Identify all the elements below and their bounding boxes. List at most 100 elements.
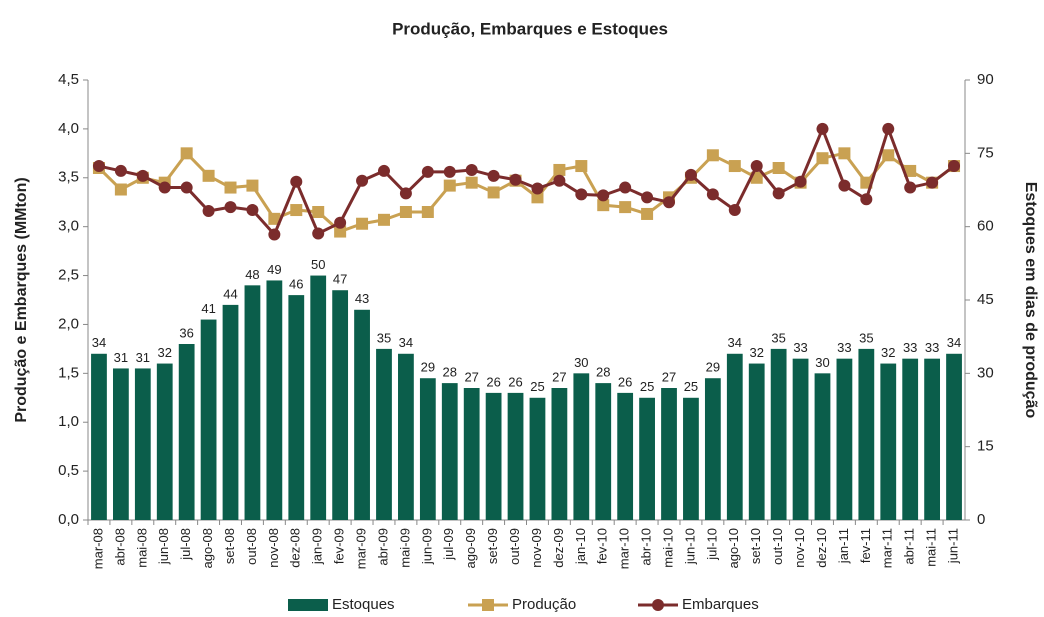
bar: [507, 392, 524, 520]
marker: [772, 187, 785, 200]
x-tick-label: jan-10: [573, 528, 588, 565]
x-tick-label: fev-11: [858, 528, 873, 563]
bar: [792, 358, 809, 520]
marker: [180, 181, 193, 194]
bar: [419, 378, 436, 520]
x-tick-label: mar-10: [617, 528, 632, 569]
y2-tick-label: 90: [977, 71, 994, 88]
y-tick-label: 3,5: [58, 169, 79, 186]
bar-value-label: 35: [771, 330, 785, 345]
bar-value-label: 25: [684, 379, 698, 394]
x-tick-label: ago-09: [463, 528, 478, 568]
marker: [202, 205, 215, 218]
x-tick-label: jun-09: [419, 528, 434, 565]
marker: [465, 176, 478, 189]
bar: [222, 304, 239, 520]
y-tick-label: 3,0: [58, 218, 79, 235]
y2-tick-label: 45: [977, 291, 994, 308]
x-tick-label: jun-11: [945, 528, 960, 564]
bar-value-label: 27: [662, 369, 676, 384]
x-tick-label: set-10: [748, 528, 763, 564]
marker: [509, 173, 522, 186]
bar: [288, 295, 305, 520]
marker: [904, 181, 917, 194]
y-axis-title: Produção e Embarques (MMton): [13, 177, 30, 422]
bar-value-label: 25: [640, 379, 654, 394]
bar-value-label: 32: [749, 345, 763, 360]
bar: [902, 358, 919, 520]
bar-value-label: 41: [201, 301, 215, 316]
y-tick-label: 0,0: [58, 511, 79, 528]
marker: [597, 189, 610, 202]
marker: [290, 175, 303, 188]
x-tick-label: dez-09: [551, 528, 566, 568]
x-tick-label: abr-08: [112, 528, 127, 566]
bar: [704, 378, 721, 520]
x-tick-label: mar-11: [880, 528, 895, 568]
chart-title: Produção, Embarques e Estoques: [392, 19, 668, 38]
bar: [661, 388, 677, 520]
bar-value-label: 25: [530, 379, 544, 394]
marker: [882, 149, 895, 162]
x-tick-label: nov-10: [792, 528, 807, 568]
marker: [136, 169, 149, 182]
marker: [882, 122, 895, 135]
x-tick-label: abr-11: [902, 528, 917, 565]
y2-tick-label: 30: [977, 364, 994, 381]
marker: [816, 152, 829, 165]
marker: [575, 188, 588, 201]
marker: [421, 165, 434, 178]
bar-value-label: 27: [464, 369, 478, 384]
marker: [750, 160, 763, 173]
bar: [946, 353, 962, 520]
bar: [573, 373, 590, 520]
marker: [334, 225, 347, 238]
bar: [814, 373, 831, 520]
bar-value-label: 33: [837, 340, 851, 355]
marker: [224, 201, 237, 214]
y2-tick-label: 60: [977, 218, 994, 235]
bar: [310, 275, 327, 520]
bar: [156, 363, 173, 520]
bar: [178, 344, 195, 520]
legend-label: Produção: [512, 596, 576, 613]
marker: [597, 199, 610, 212]
legend-marker: [482, 599, 494, 611]
marker: [948, 160, 961, 173]
bar: [726, 353, 743, 520]
marker: [312, 206, 325, 218]
marker: [180, 147, 193, 160]
marker: [619, 181, 632, 194]
marker: [268, 212, 281, 225]
bar-value-label: 34: [399, 335, 413, 350]
x-tick-label: mar-09: [354, 528, 369, 569]
bar-value-label: 29: [706, 360, 720, 375]
marker: [794, 175, 807, 188]
y-tick-label: 1,0: [58, 413, 79, 430]
x-tick-label: ago-10: [726, 528, 741, 568]
bar: [880, 363, 897, 520]
x-tick-label: mar-08: [90, 528, 105, 569]
y2-axis-title: Estoques em dias de produção: [1022, 182, 1039, 419]
line: [97, 151, 955, 234]
bar: [354, 309, 370, 520]
bar-value-label: 47: [333, 272, 347, 287]
bar-value-label: 30: [574, 355, 588, 370]
bar: [134, 368, 151, 520]
bar-value-label: 32: [158, 345, 172, 360]
x-tick-label: jun-08: [156, 528, 171, 565]
marker: [728, 160, 741, 173]
x-tick-label: out-09: [507, 528, 522, 565]
x-tick-label: dez-08: [288, 528, 303, 568]
marker: [772, 162, 785, 174]
bar: [858, 348, 875, 520]
marker: [575, 160, 588, 173]
x-tick-label: out-08: [244, 528, 259, 565]
legend-swatch: [288, 599, 328, 611]
x-tick-label: jan-11: [836, 528, 851, 564]
marker: [728, 204, 741, 217]
y-tick-label: 4,5: [58, 71, 79, 88]
marker: [860, 193, 873, 206]
bar-value-label: 34: [947, 335, 961, 350]
x-tick-label: mai-08: [134, 528, 149, 568]
